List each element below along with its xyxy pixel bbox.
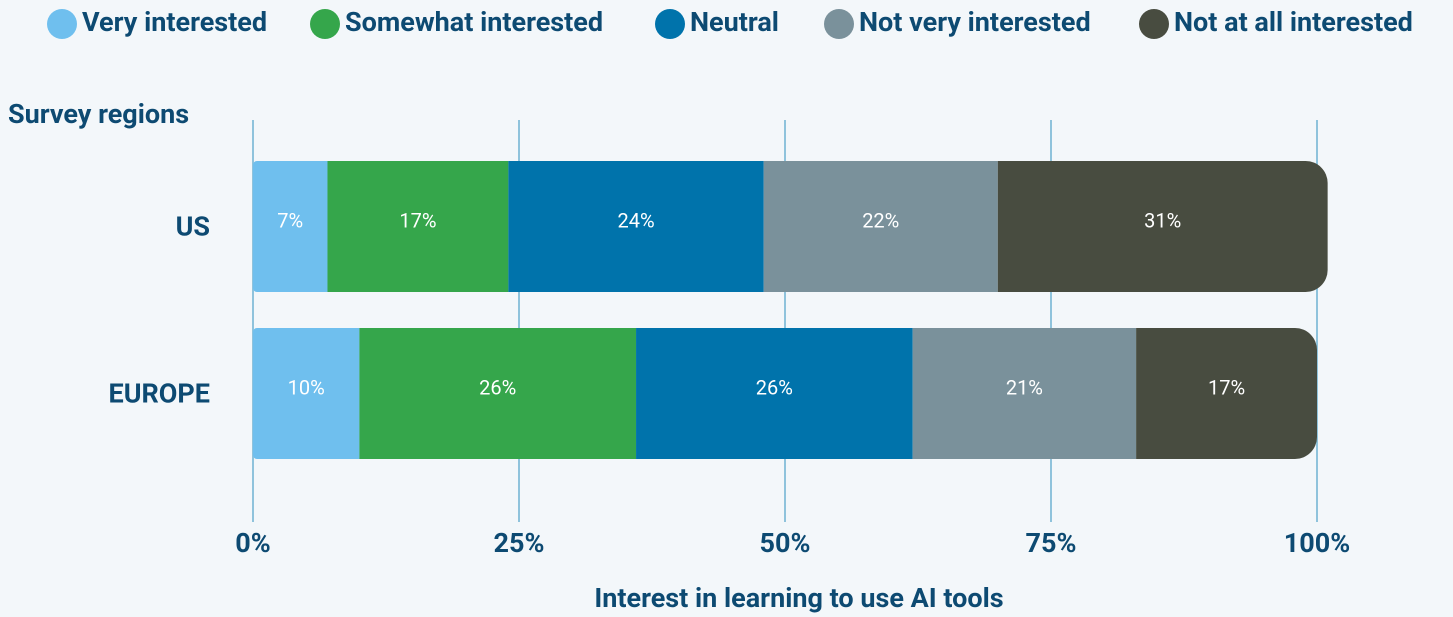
value-label: 31% (1144, 208, 1181, 232)
value-label: 7% (277, 208, 303, 232)
bar-segment (508, 161, 764, 292)
x-tick-label: 75% (1026, 527, 1077, 559)
value-label: 21% (1006, 375, 1043, 399)
category-label: EUROPE (109, 378, 211, 410)
value-label: 24% (617, 208, 654, 232)
x-tick-label: 0% (235, 527, 270, 559)
legend-label: Not at all interested (1174, 6, 1413, 38)
y-axis-label: Survey regions (8, 98, 189, 130)
bar-segment (253, 161, 328, 292)
x-tick-label: 25% (494, 527, 545, 559)
bar-segment (997, 161, 1328, 292)
legend-label: Very interested (82, 6, 267, 38)
bar-segment (763, 161, 998, 292)
value-label: 22% (862, 208, 899, 232)
legend-swatch (47, 9, 77, 39)
legend-label: Somewhat interested (345, 6, 603, 38)
bar-segment (1136, 328, 1317, 459)
value-label: 17% (1208, 375, 1245, 399)
bar-segment (327, 161, 509, 292)
category-label: US (176, 211, 210, 243)
x-tick-label: 100% (1284, 527, 1350, 559)
legend-label: Neutral (690, 6, 779, 38)
legend-swatch (310, 9, 340, 39)
value-label: 17% (399, 208, 436, 232)
legend-swatch (655, 9, 685, 39)
bar-segment (912, 328, 1137, 459)
value-label: 26% (479, 375, 516, 399)
value-label: 26% (756, 375, 793, 399)
x-tick-label: 50% (760, 527, 811, 559)
legend-swatch (1139, 9, 1169, 39)
legend-swatch (824, 9, 854, 39)
bar-segment (253, 328, 360, 459)
bar-segment (636, 328, 913, 459)
legend-label: Not very interested (859, 6, 1091, 38)
bar-segment (359, 328, 637, 459)
value-label: 10% (288, 375, 325, 399)
x-axis-label: Interest in learning to use AI tools (594, 582, 1003, 614)
